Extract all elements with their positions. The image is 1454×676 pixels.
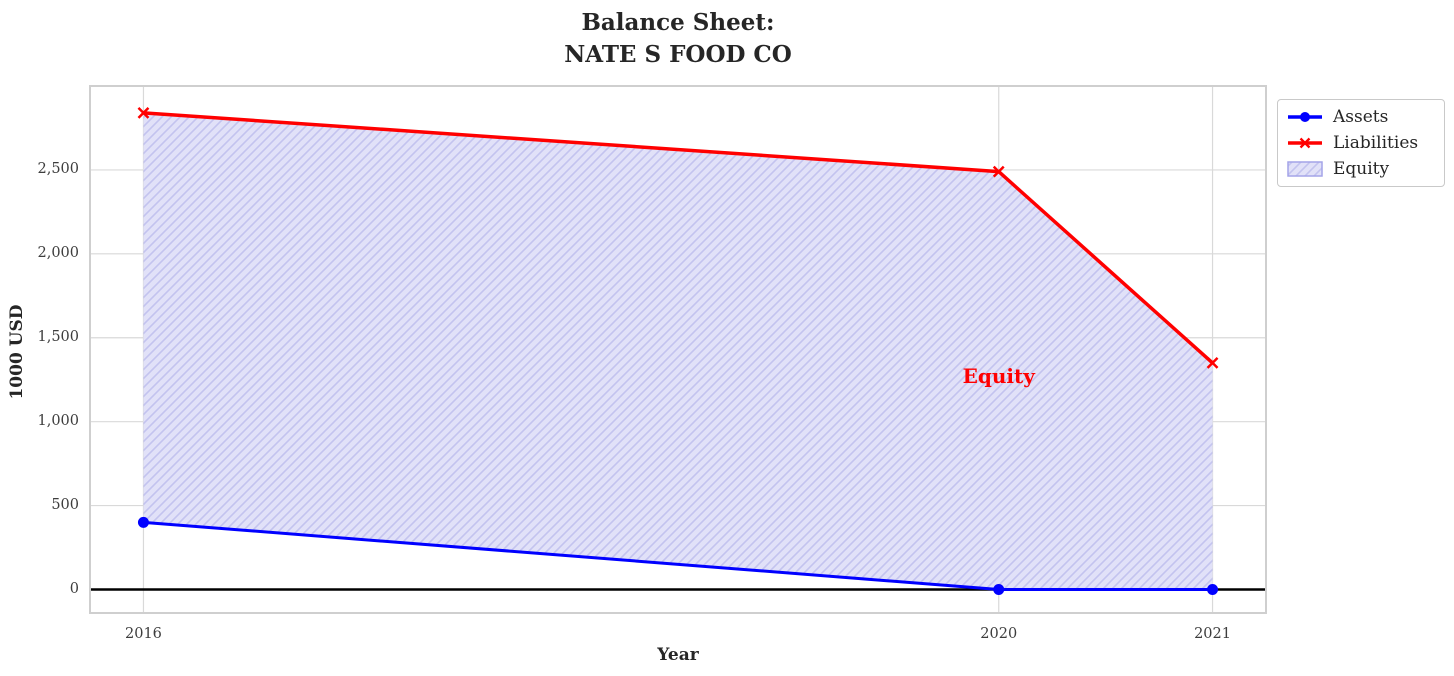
legend: Assets Liabilities Equity bbox=[1277, 99, 1445, 187]
y-tick-label: 1,500 bbox=[37, 328, 79, 345]
chart-title: Balance Sheet: NATE S FOOD CO bbox=[90, 7, 1266, 71]
liabilities-line-icon bbox=[1288, 137, 1322, 149]
chart-title-line-1: Balance Sheet: bbox=[581, 9, 775, 36]
y-axis-label: 1000 USD bbox=[7, 304, 27, 400]
x-tick-label: 2016 bbox=[125, 626, 162, 642]
y-tick-label: 0 bbox=[69, 580, 79, 597]
x-tick-label: 2021 bbox=[1194, 626, 1231, 642]
liabilities-sample-marker bbox=[1299, 137, 1311, 149]
y-tick-label: 2,500 bbox=[37, 160, 79, 177]
equity-sample-hatch bbox=[1287, 161, 1323, 177]
chart-title-line-2: NATE S FOOD CO bbox=[564, 41, 792, 68]
equity-annotation: Equity bbox=[962, 364, 1035, 389]
legend-item-liabilities: Liabilities bbox=[1286, 130, 1436, 156]
x-axis-label: Year bbox=[657, 645, 699, 665]
y-tick-label: 2,000 bbox=[37, 244, 79, 261]
x-tick-label: 2020 bbox=[980, 626, 1018, 642]
legend-item-assets: Assets bbox=[1286, 104, 1436, 130]
equity-patch-icon bbox=[1287, 161, 1323, 177]
legend-label-equity: Equity bbox=[1333, 159, 1390, 179]
legend-label-liabilities: Liabilities bbox=[1333, 133, 1419, 153]
assets-sample-marker bbox=[1300, 112, 1310, 122]
assets-line-icon bbox=[1288, 112, 1322, 122]
legend-label-assets: Assets bbox=[1333, 107, 1389, 127]
y-tick-label: 1,000 bbox=[37, 412, 79, 429]
y-tick-label: 500 bbox=[51, 496, 79, 513]
legend-item-equity: Equity bbox=[1286, 156, 1436, 182]
